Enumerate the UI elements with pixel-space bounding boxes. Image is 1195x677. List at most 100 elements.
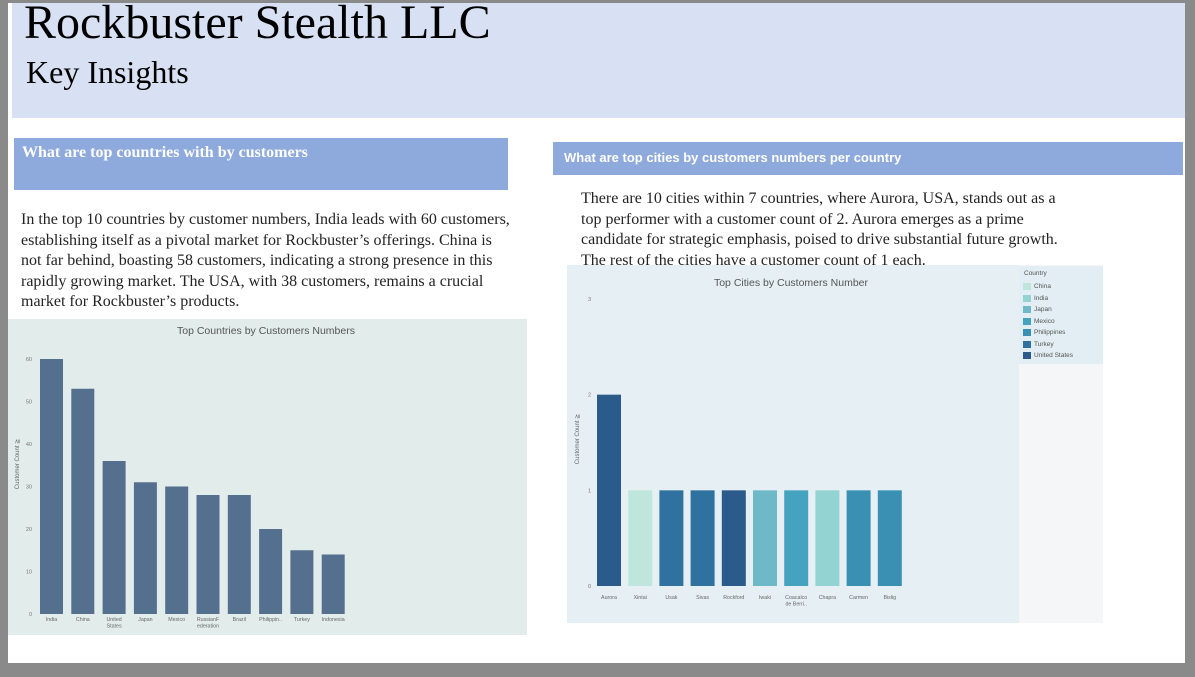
countries-paragraph: In the top 10 countries by customer numb… xyxy=(21,210,510,313)
bar xyxy=(102,461,126,614)
x-tick-label: de Berri.. xyxy=(785,602,807,608)
y-axis-label: Customer Count ≧ xyxy=(15,439,21,489)
paragraph-line: In the top 10 countries by customer numb… xyxy=(21,211,510,228)
legend-item: Mexico xyxy=(1023,317,1055,326)
x-tick-label: Japan xyxy=(138,617,152,623)
bar xyxy=(196,495,220,614)
x-tick-label: Mexico xyxy=(168,617,185,623)
paragraph-line: rapidly growing market. The USA, with 38… xyxy=(21,272,484,290)
y-tick-label: 40 xyxy=(26,442,32,448)
legend-label: United States xyxy=(1034,352,1074,360)
x-tick-label: India xyxy=(46,617,58,623)
y-tick-label: 0 xyxy=(588,584,591,590)
x-tick-label: ederation xyxy=(197,624,219,630)
paragraph-line: establishing itself as a pivotal market … xyxy=(21,231,492,249)
bar xyxy=(877,490,902,586)
x-tick-label: Brazil xyxy=(233,617,246,623)
paragraph-line: The rest of the cities have a customer c… xyxy=(581,251,926,269)
x-tick-label: Bislig xyxy=(883,595,896,601)
cities-paragraph: There are 10 cities within 7 countries, … xyxy=(581,189,1058,271)
legend-swatch xyxy=(1023,283,1031,290)
x-tick-label: States xyxy=(107,624,122,630)
cities-bar-chart: Top Cities by Customers Number Customer C… xyxy=(567,265,1019,623)
legend-label: Mexico xyxy=(1034,317,1055,325)
legend-label: India xyxy=(1034,294,1049,302)
x-tick-label: Chapra xyxy=(819,595,836,601)
bar xyxy=(227,495,251,614)
y-tick-label: 20 xyxy=(26,527,32,533)
x-tick-label: Sivas xyxy=(696,595,709,601)
x-tick-label: Iwaki xyxy=(759,595,771,601)
bar xyxy=(259,529,283,614)
legend-title: Country xyxy=(1024,270,1047,277)
slide-title: Rockbuster Stealth LLC xyxy=(24,0,491,49)
bar xyxy=(690,490,715,586)
bar xyxy=(71,388,95,614)
x-tick-label: Indonesia xyxy=(322,617,345,623)
x-tick-label: Usak xyxy=(665,595,677,601)
paragraph-line: There are 10 cities within 7 countries, … xyxy=(581,190,1056,207)
legend-swatch xyxy=(1023,317,1031,325)
bar xyxy=(321,554,345,614)
x-tick-label: China xyxy=(76,617,90,623)
y-tick-label: 2 xyxy=(588,393,591,399)
legend-swatch xyxy=(1023,329,1031,336)
legend-swatch xyxy=(1023,352,1031,359)
x-tick-label: RussianF xyxy=(197,617,220,623)
bar xyxy=(165,486,189,614)
x-tick-label: Philippin.. xyxy=(259,617,282,623)
question-countries: What are top countries with by customers xyxy=(22,144,308,161)
legend-swatch xyxy=(1023,294,1031,302)
bar xyxy=(815,490,840,586)
bar xyxy=(846,490,871,586)
question-box-cities: What are top cities by customers numbers… xyxy=(553,142,1183,175)
legend-item: Turkey xyxy=(1023,340,1054,349)
legend-label: Turkey xyxy=(1034,340,1054,348)
bar xyxy=(133,482,157,614)
countries-bar-chart: Top Countries by Customers Numbers Custom… xyxy=(8,319,527,635)
y-tick-label: 0 xyxy=(29,612,32,618)
slide-subtitle: Key Insights xyxy=(26,54,189,90)
bar xyxy=(40,359,63,614)
legend-swatch xyxy=(1023,306,1031,313)
y-tick-label: 10 xyxy=(26,570,32,576)
chart-title: Top Cities by Customers Number xyxy=(714,277,869,289)
slide: Rockbuster Stealth LLC Key Insights What… xyxy=(8,0,1185,663)
bar xyxy=(597,394,621,586)
y-tick-label: 30 xyxy=(26,485,32,491)
bar xyxy=(784,490,809,586)
y-tick-label: 60 xyxy=(26,357,32,363)
legend-label: Japan xyxy=(1034,306,1052,314)
paragraph-line: candidate for strategic emphasis, poised… xyxy=(581,231,1058,249)
paragraph-line: not far behind, boasting 58 customers, i… xyxy=(21,252,493,270)
x-tick-label: Rockford xyxy=(723,595,744,601)
x-tick-label: Aurora xyxy=(601,595,617,601)
legend-item: United States xyxy=(1023,352,1073,360)
country-legend: Country China India Japan Mexico Philippines… xyxy=(1019,266,1103,364)
y-tick-label: 3 xyxy=(588,297,591,303)
bar xyxy=(628,490,653,586)
bar xyxy=(659,490,684,586)
y-axis-label: Customer Count ≧ xyxy=(575,414,581,464)
legend-swatch xyxy=(1023,340,1031,348)
paragraph-line: top performer with a customer count of 2… xyxy=(581,210,1024,228)
y-tick-label: 50 xyxy=(26,400,32,406)
legend-item: China xyxy=(1023,283,1051,291)
bar xyxy=(721,490,746,586)
x-tick-label: Xintai xyxy=(634,595,647,601)
x-tick-label: Coacalco xyxy=(785,595,807,601)
legend-label: China xyxy=(1034,283,1051,291)
x-tick-label: Turkey xyxy=(294,617,310,623)
bar xyxy=(753,490,777,586)
legend-label: Philippines xyxy=(1034,329,1066,337)
y-tick-label: 1 xyxy=(588,488,591,494)
question-cities: What are top cities by customers numbers… xyxy=(564,150,902,165)
x-tick-label: Carmen xyxy=(849,595,868,601)
title-band: Rockbuster Stealth LLC Key Insights xyxy=(12,0,1185,118)
x-tick-label: United xyxy=(106,617,121,623)
question-box-countries: What are top countries with by customers xyxy=(14,138,508,190)
legend-item: Philippines xyxy=(1023,329,1065,337)
bar xyxy=(290,550,314,614)
paragraph-line: market for Rockbuster’s products. xyxy=(21,293,240,311)
legend-item: Japan xyxy=(1023,306,1052,314)
